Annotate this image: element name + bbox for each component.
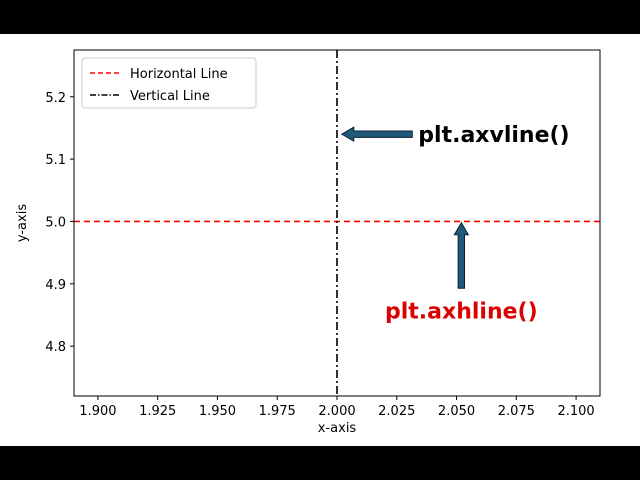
plot-frame xyxy=(73,49,601,397)
axhline-arrow xyxy=(453,221,470,289)
x-tick-label: 2.100 xyxy=(557,404,594,419)
x-tick-label: 2.000 xyxy=(318,404,355,419)
figure: 1.900 1.925 1.950 1.975 2.000 2.025 2.050 2.075… xyxy=(0,34,640,446)
chart: 1.900 1.925 1.950 1.975 2.000 2.025 2.050 2.075… xyxy=(15,49,601,436)
y-tick-label: 4.8 xyxy=(45,340,66,355)
x-tick-label: 2.050 xyxy=(438,404,475,419)
x-tick-label: 2.075 xyxy=(498,404,535,419)
y-tick-label: 5.1 xyxy=(45,153,66,168)
x-tick-label: 1.925 xyxy=(139,404,176,419)
legend-horizontal-label: Horizontal Line xyxy=(130,67,228,82)
axvline-arrow xyxy=(340,126,413,143)
lines-layer xyxy=(74,50,600,396)
axvline-annotation-label: plt.axvline() xyxy=(418,123,569,148)
y-tick-label: 4.9 xyxy=(45,278,66,293)
y-tick-label: 5.2 xyxy=(45,91,66,106)
axhline-annotation-label: plt.axhline() xyxy=(385,299,538,324)
annotations-layer xyxy=(340,126,470,289)
y-axis-label: y-axis xyxy=(15,204,30,242)
legend-box xyxy=(81,57,257,109)
legend: Horizontal Line Vertical Line xyxy=(81,57,257,109)
x-axis-label: x-axis xyxy=(318,421,357,436)
x-tick-label: 1.975 xyxy=(259,404,296,419)
x-tick-label: 1.950 xyxy=(199,404,236,419)
y-tick-label: 5.0 xyxy=(45,215,66,230)
x-tick-label: 2.025 xyxy=(378,404,415,419)
x-tick-label: 1.900 xyxy=(79,404,116,419)
legend-vertical-label: Vertical Line xyxy=(130,89,210,104)
ticks-layer: 1.900 1.925 1.950 1.975 2.000 2.025 2.050 2.075… xyxy=(45,91,594,419)
